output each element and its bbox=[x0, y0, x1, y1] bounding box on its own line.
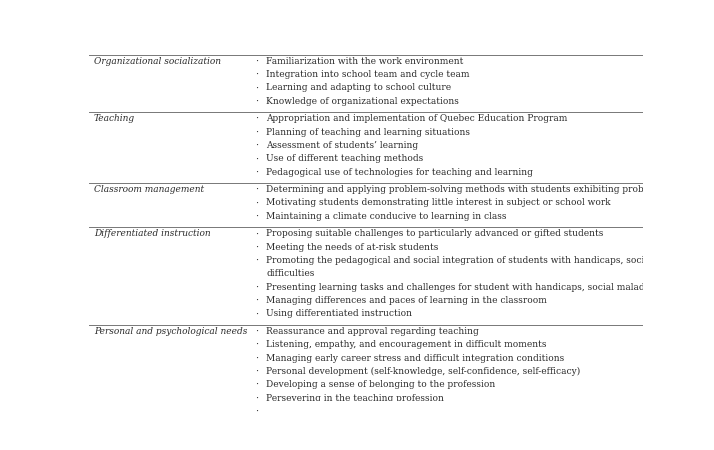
Text: ·: · bbox=[256, 394, 258, 403]
Text: Maintaining a positive relationship to the profession: Maintaining a positive relationship to t… bbox=[266, 407, 508, 416]
Text: ·: · bbox=[256, 128, 258, 137]
Text: ·: · bbox=[256, 367, 258, 376]
Text: Listening, empathy, and encouragement in difficult moments: Listening, empathy, and encouragement in… bbox=[266, 340, 547, 349]
Text: Reassurance and approval regarding teaching: Reassurance and approval regarding teach… bbox=[266, 327, 479, 336]
Text: Managing differences and paces of learning in the classroom: Managing differences and paces of learni… bbox=[266, 296, 547, 305]
Text: ·: · bbox=[256, 97, 258, 106]
Text: ·: · bbox=[256, 198, 258, 207]
Text: Learning and adapting to school culture: Learning and adapting to school culture bbox=[266, 83, 451, 92]
Text: ·: · bbox=[256, 309, 258, 318]
Text: ·: · bbox=[256, 296, 258, 305]
Text: Motivating students demonstrating little interest in subject or school work: Motivating students demonstrating little… bbox=[266, 198, 611, 207]
Text: Classroom management: Classroom management bbox=[94, 185, 203, 194]
Text: ·: · bbox=[256, 83, 258, 92]
Text: ·: · bbox=[256, 340, 258, 349]
Text: Meeting the needs of at-risk students: Meeting the needs of at-risk students bbox=[266, 243, 438, 252]
Text: Personal and psychological needs: Personal and psychological needs bbox=[94, 327, 247, 336]
Text: ·: · bbox=[256, 283, 258, 292]
Text: ·: · bbox=[256, 380, 258, 389]
Text: ·: · bbox=[256, 141, 258, 150]
Text: difficulties: difficulties bbox=[266, 270, 315, 279]
Text: Proposing suitable challenges to particularly advanced or gifted students: Proposing suitable challenges to particu… bbox=[266, 230, 604, 238]
Text: Persevering in the teaching profession: Persevering in the teaching profession bbox=[266, 394, 444, 403]
Text: ·: · bbox=[256, 327, 258, 336]
Text: Using differentiated instruction: Using differentiated instruction bbox=[266, 309, 412, 318]
Text: ·: · bbox=[256, 114, 258, 123]
Text: Differentiated instruction: Differentiated instruction bbox=[94, 230, 211, 238]
Text: Appropriation and implementation of Quebec Education Program: Appropriation and implementation of Queb… bbox=[266, 114, 568, 123]
Text: Maintaining a climate conducive to learning in class: Maintaining a climate conducive to learn… bbox=[266, 212, 507, 221]
Text: Knowledge of organizational expectations: Knowledge of organizational expectations bbox=[266, 97, 459, 106]
Text: Integration into school team and cycle team: Integration into school team and cycle t… bbox=[266, 70, 470, 79]
Text: ·: · bbox=[256, 354, 258, 363]
Text: Managing early career stress and difficult integration conditions: Managing early career stress and difficu… bbox=[266, 354, 565, 363]
Text: ·: · bbox=[256, 230, 258, 238]
Text: Organizational socialization: Organizational socialization bbox=[94, 57, 221, 66]
Text: ·: · bbox=[256, 243, 258, 252]
Text: Assessment of students’ learning: Assessment of students’ learning bbox=[266, 141, 418, 150]
Text: Personal development (self-knowledge, self-confidence, self-efficacy): Personal development (self-knowledge, se… bbox=[266, 367, 580, 376]
Text: Use of different teaching methods: Use of different teaching methods bbox=[266, 154, 423, 163]
Text: Developing a sense of belonging to the profession: Developing a sense of belonging to the p… bbox=[266, 380, 496, 389]
Text: Planning of teaching and learning situations: Planning of teaching and learning situat… bbox=[266, 128, 471, 137]
Text: Familiarization with the work environment: Familiarization with the work environmen… bbox=[266, 57, 463, 66]
Text: ·: · bbox=[256, 154, 258, 163]
Text: ·: · bbox=[256, 212, 258, 221]
Text: ·: · bbox=[256, 168, 258, 177]
Text: ·: · bbox=[256, 57, 258, 66]
Text: ·: · bbox=[256, 185, 258, 194]
Text: Pedagogical use of technologies for teaching and learning: Pedagogical use of technologies for teac… bbox=[266, 168, 533, 177]
Text: Promoting the pedagogical and social integration of students with handicaps, soc: Promoting the pedagogical and social int… bbox=[266, 256, 714, 265]
Text: ·: · bbox=[256, 70, 258, 79]
Text: Presenting learning tasks and challenges for student with handicaps, social mala: Presenting learning tasks and challenges… bbox=[266, 283, 714, 292]
Text: Determining and applying problem-solving methods with students exhibiting proble: Determining and applying problem-solving… bbox=[266, 185, 714, 194]
Text: ·: · bbox=[256, 407, 258, 416]
Text: Teaching: Teaching bbox=[94, 114, 135, 123]
Text: ·: · bbox=[256, 256, 258, 265]
